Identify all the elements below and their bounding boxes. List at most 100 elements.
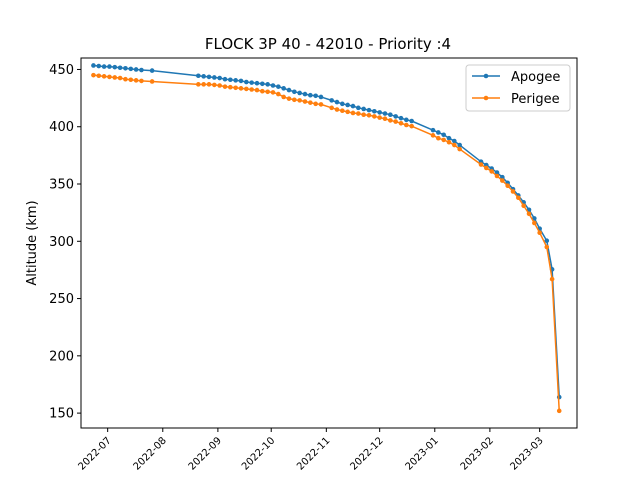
data-point-perigee — [270, 90, 276, 95]
x-tick-label: 2023-02 — [459, 435, 496, 472]
data-point-perigee — [96, 73, 102, 79]
data-point-perigee — [107, 74, 112, 80]
data-point-perigee — [505, 183, 510, 189]
data-point-apogee — [377, 110, 382, 115]
data-point-perigee — [494, 173, 500, 179]
data-point-apogee — [249, 80, 254, 85]
data-point-apogee — [452, 138, 457, 144]
data-point-apogee — [436, 130, 441, 135]
data-point-perigee — [318, 102, 324, 107]
data-point-perigee — [457, 146, 462, 152]
data-point-perigee — [238, 86, 244, 91]
data-point-perigee — [128, 77, 134, 83]
data-point-perigee — [249, 87, 254, 92]
data-point-perigee — [526, 211, 532, 217]
series-line-perigee — [93, 74, 560, 411]
data-point-perigee — [123, 76, 128, 82]
data-point-apogee — [133, 67, 139, 72]
axes-frame — [80, 57, 578, 429]
data-point-apogee — [281, 86, 286, 91]
data-point-perigee — [260, 88, 265, 94]
data-point-perigee — [409, 123, 414, 129]
data-point-apogee — [91, 63, 96, 68]
data-point-perigee — [212, 82, 217, 88]
data-point-perigee — [361, 112, 366, 117]
data-point-apogee — [212, 75, 217, 80]
data-point-perigee — [91, 72, 96, 78]
legend-marker-perigee — [483, 95, 489, 101]
data-point-perigee — [372, 114, 377, 119]
data-point-apogee — [96, 63, 102, 69]
data-point-apogee — [334, 99, 340, 105]
data-point-apogee — [494, 170, 500, 175]
data-point-apogee — [345, 102, 350, 108]
data-point-perigee — [404, 122, 409, 128]
data-point-apogee — [388, 112, 393, 117]
data-point-perigee — [441, 137, 446, 143]
data-point-apogee — [149, 68, 155, 73]
y-tick-label: 250 — [49, 292, 74, 307]
x-tick-label: 2022-09 — [187, 435, 224, 472]
data-point-apogee — [393, 114, 398, 119]
data-point-perigee — [201, 82, 206, 87]
data-point-perigee — [244, 86, 249, 92]
data-point-apogee — [292, 89, 297, 95]
data-point-perigee — [101, 74, 107, 79]
data-point-perigee — [329, 105, 334, 111]
data-point-apogee — [206, 74, 212, 80]
data-point-apogee — [112, 64, 118, 70]
data-point-apogee — [318, 94, 324, 100]
data-point-apogee — [101, 64, 107, 69]
data-point-apogee — [366, 107, 372, 113]
axis-ticks: 150 200 250 300 350 400 450 2022-07 2022-08 2022-… — [49, 63, 546, 473]
data-point-apogee — [340, 101, 345, 107]
data-point-perigee — [484, 165, 489, 171]
data-point-apogee — [222, 76, 228, 82]
data-point-perigee — [356, 111, 361, 116]
data-point-apogee — [404, 117, 409, 123]
x-tick-label: 2022-08 — [132, 435, 169, 472]
data-point-perigee — [398, 120, 404, 126]
data-point-perigee — [206, 82, 212, 87]
data-point-apogee — [361, 106, 366, 112]
data-point-apogee — [270, 83, 276, 88]
x-tick-label: 2022-11 — [295, 435, 332, 472]
data-point-apogee — [457, 142, 462, 148]
x-tick-label: 2022-07 — [76, 435, 113, 472]
data-point-apogee — [356, 105, 361, 111]
data-point-perigee — [345, 109, 350, 115]
data-point-perigee — [133, 78, 139, 83]
data-point-apogee — [260, 81, 265, 87]
data-point-apogee — [265, 82, 270, 87]
data-point-perigee — [446, 139, 452, 145]
data-point-apogee — [244, 79, 249, 85]
chart-title: FLOCK 3P 40 - 42010 - Priority :4 — [205, 35, 451, 53]
data-point-perigee — [436, 135, 441, 141]
data-point-apogee — [238, 78, 244, 84]
data-point-perigee — [302, 99, 308, 104]
data-point-perigee — [377, 115, 382, 120]
data-point-apogee — [350, 103, 356, 109]
data-point-perigee — [222, 84, 228, 89]
data-point-perigee — [149, 79, 155, 84]
data-point-perigee — [112, 75, 118, 80]
data-point-apogee — [286, 87, 292, 93]
data-point-perigee — [393, 119, 398, 124]
data-point-perigee — [254, 87, 260, 93]
data-point-apogee — [544, 238, 550, 244]
data-point-perigee — [292, 97, 297, 103]
data-point-apogee — [297, 90, 302, 96]
data-point-perigee — [430, 133, 436, 138]
data-point-perigee — [297, 98, 302, 103]
y-tick-label: 200 — [49, 349, 74, 364]
data-point-apogee — [196, 73, 201, 79]
data-point-perigee — [276, 91, 281, 97]
data-point-apogee — [201, 74, 206, 79]
data-point-apogee — [139, 67, 144, 73]
data-point-apogee — [107, 64, 112, 69]
legend: Apogee Perigee — [465, 64, 571, 112]
data-point-apogee — [302, 91, 308, 97]
data-point-perigee — [510, 189, 516, 194]
data-point-perigee — [452, 142, 457, 148]
